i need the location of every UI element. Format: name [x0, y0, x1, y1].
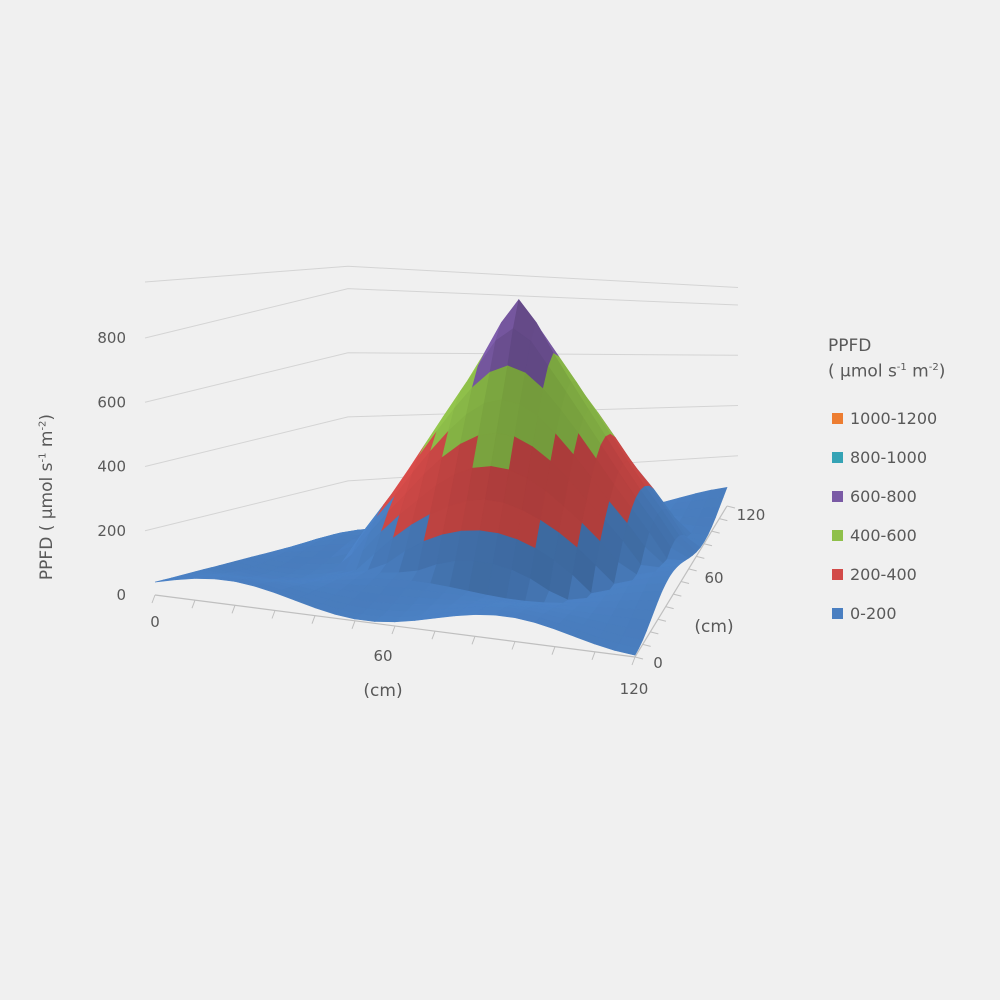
- legend-item: 200-400: [832, 555, 993, 594]
- legend-item: 400-600: [832, 516, 993, 555]
- x-tick-mark: [591, 651, 596, 661]
- surface-facet: [614, 643, 640, 656]
- y-tick-label: 120: [737, 506, 766, 524]
- surface-facet: [690, 525, 713, 536]
- z-axis-title: PPFD ( μmol s-1 m-2): [37, 413, 57, 581]
- x-tick-mark: [551, 646, 556, 655]
- legend-label: 600-800: [850, 486, 917, 506]
- y-tick-mark: [703, 543, 713, 547]
- x-tick-mark: [311, 615, 316, 624]
- x-tick-mark: [431, 630, 436, 640]
- legend-label: 200-400: [850, 564, 917, 584]
- legend-swatch: [832, 451, 843, 463]
- legend-item: 600-800: [832, 477, 993, 516]
- legend-label: 0-200: [850, 603, 897, 623]
- y-tick-label: 60: [704, 569, 723, 587]
- x-tick-mark: [351, 620, 356, 630]
- legend-swatch: [832, 529, 843, 541]
- x-tick-mark: [471, 636, 476, 645]
- legend: PPFD ( μmol s-1 m-2) 1000-1200 800-1000 60…: [828, 335, 993, 633]
- x-tick-label: 120: [620, 680, 649, 698]
- x-tick-labels: 0 60 120: [150, 613, 648, 698]
- legend-swatch: [832, 490, 843, 502]
- y-tick-mark: [680, 581, 690, 584]
- grid-line: [144, 352, 739, 403]
- y-tick-label: 0: [653, 654, 663, 672]
- y-tick-mark: [642, 643, 651, 647]
- legend-title: PPFD ( μmol s-1 m-2): [828, 336, 946, 382]
- x-tick-label: 60: [373, 647, 392, 665]
- legend-swatch: [832, 412, 843, 424]
- y-tick-labels: 0 60 120: [653, 506, 765, 672]
- grid-line: [144, 405, 739, 467]
- surface-facet: [706, 487, 728, 500]
- y-tick-mark: [726, 505, 736, 509]
- y-tick-mark: [650, 631, 659, 635]
- x-tick-mark: [391, 625, 396, 635]
- x-tick-mark: [631, 656, 636, 666]
- y-axis-title: (cm): [694, 617, 733, 637]
- y-tick-mark: [688, 568, 697, 572]
- z-tick-label: 200: [97, 522, 126, 540]
- y-tick-mark: [657, 618, 667, 622]
- y-tick-mark: [719, 518, 728, 522]
- legend-label: 1000-1200: [850, 408, 938, 428]
- surface-facet: [634, 599, 659, 612]
- y-tick-mark: [711, 530, 720, 534]
- z-tick-labels: 0 200 400 600 800: [97, 329, 126, 604]
- legend-swatch: [832, 568, 843, 580]
- x-tick-mark: [191, 599, 196, 609]
- legend-item: 800-1000: [832, 438, 993, 477]
- y-tick-mark: [634, 656, 644, 660]
- x-tick-mark: [271, 610, 276, 619]
- z-tick-label: 800: [97, 329, 126, 347]
- z-tick-label: 0: [116, 586, 126, 604]
- z-tick-label: 400: [97, 458, 126, 476]
- x-tick-mark: [151, 594, 156, 604]
- legend-item: 0-200: [832, 594, 993, 633]
- y-tick-mark: [665, 606, 674, 610]
- x-axis-title: (cm): [363, 681, 402, 701]
- legend-swatch: [832, 607, 843, 619]
- z-tick-label: 600: [97, 393, 126, 411]
- legend-label: 800-1000: [850, 447, 928, 467]
- grid-line: [144, 288, 739, 339]
- y-tick-mark: [673, 593, 682, 597]
- legend-item: 1000-1200: [832, 399, 993, 438]
- surface-plot: [154, 298, 728, 656]
- x-tick-mark: [511, 641, 516, 650]
- x-tick-label: 0: [150, 613, 160, 631]
- grid-line: [144, 265, 739, 288]
- surface-facet: [638, 591, 663, 602]
- y-tick-mark: [696, 555, 705, 559]
- legend-label: 400-600: [850, 525, 917, 545]
- axes: [151, 505, 736, 666]
- x-tick-mark: [231, 605, 236, 614]
- legend-list: 1000-1200 800-1000 600-800 400-600 200-400 0-…: [832, 399, 993, 633]
